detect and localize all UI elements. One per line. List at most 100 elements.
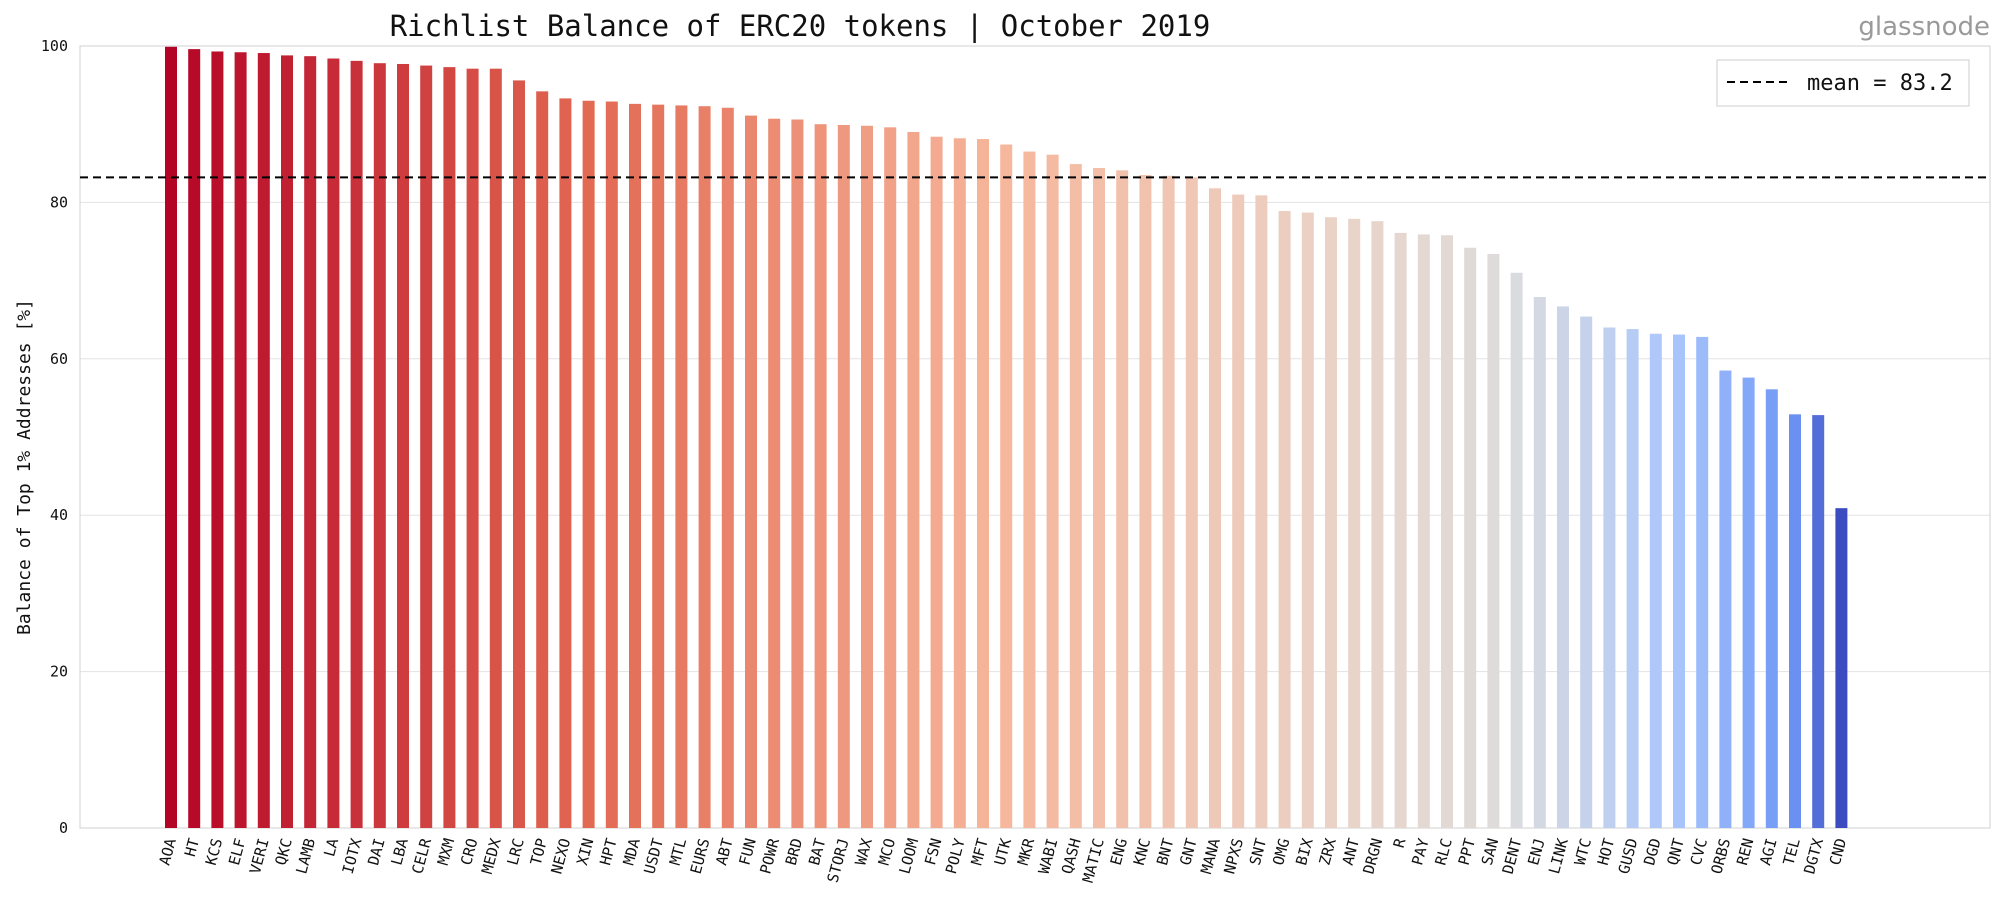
bar-la (327, 58, 340, 828)
bar-ren (1742, 377, 1755, 828)
bar-omg (1278, 211, 1291, 828)
bar-nexo (559, 98, 572, 829)
x-tick-label: LA (320, 836, 342, 858)
x-tick-label: BNT (1153, 836, 1177, 867)
bar-mtl (675, 105, 688, 828)
y-axis-label: Balance of Top 1% Addresses [%] (14, 299, 35, 635)
bar-medx (489, 68, 502, 829)
y-tick-label: 60 (50, 350, 68, 368)
bar-eng (1116, 170, 1129, 828)
bar-kcs (211, 51, 224, 828)
x-tick-label: ABT (712, 836, 736, 867)
x-tick-label: LBA (387, 836, 411, 867)
bar-mda (629, 103, 641, 829)
bar-ppt (1464, 247, 1477, 829)
x-tick-label: MFT (967, 836, 991, 867)
x-tick-label: BRD (782, 836, 806, 867)
x-tick-label: EURS (687, 836, 714, 876)
x-tick-label: FSN (921, 836, 945, 867)
bar-gusd (1626, 329, 1639, 828)
bar-abt (721, 107, 734, 828)
x-tick-label: SNT (1246, 836, 1270, 867)
bar-wabi (1046, 154, 1059, 828)
bar-poly (953, 138, 966, 828)
bar-gnt (1185, 177, 1198, 829)
x-tick-label: UTK (991, 836, 1015, 867)
y-tick-label: 100 (41, 37, 68, 55)
x-tick-label: CVC (1687, 836, 1711, 867)
bar-usdt (652, 104, 665, 828)
bar-mkr (1023, 151, 1036, 828)
x-tick-label: NEXO (548, 836, 575, 876)
x-tick-label: TEL (1779, 836, 1803, 867)
x-tick-label: WTC (1571, 836, 1595, 867)
bar-pay (1417, 234, 1430, 828)
x-tick-label: HOT (1594, 836, 1618, 867)
x-tick-label: FUN (735, 836, 759, 867)
x-tick-label: SAN (1478, 836, 1502, 867)
x-tick-label: ZRX (1315, 836, 1339, 867)
bar-cnd (1835, 508, 1848, 828)
bar-storj (837, 124, 850, 829)
x-tick-label: WAX (851, 836, 875, 867)
x-tick-label: HT (181, 836, 203, 858)
bar-qkc (281, 55, 293, 829)
bar-mana (1209, 188, 1221, 829)
bar-eurs (698, 106, 711, 829)
bar-mxm (443, 67, 456, 828)
x-tick-label: LINK (1545, 836, 1572, 876)
x-tick-label: MDA (619, 836, 643, 867)
bar-hpt (605, 101, 618, 829)
x-tick-label: QKC (271, 836, 295, 867)
x-tick-label: POWR (756, 835, 783, 875)
bar-mco (884, 127, 897, 828)
x-tick-label: PAY (1408, 836, 1432, 867)
x-tick-label: MCO (875, 836, 899, 867)
x-tick-label: OMG (1269, 836, 1293, 867)
x-tick-label: BIX (1292, 836, 1316, 867)
x-tick-label: GNT (1176, 836, 1200, 867)
x-tick-label: R (1390, 835, 1410, 849)
bar-dent (1510, 272, 1523, 828)
chart-title: Richlist Balance of ERC20 tokens | Octob… (390, 9, 1211, 43)
bar-snt (1255, 195, 1268, 828)
x-tick-label: RLC (1431, 836, 1455, 867)
bar-utk (1000, 144, 1013, 829)
y-tick-label: 0 (59, 819, 68, 837)
bar-fun (745, 115, 757, 828)
x-tick-label: LRC (503, 836, 527, 867)
bar-r (1394, 232, 1407, 828)
bar-top (536, 91, 549, 828)
x-tick-label: VERI (246, 836, 273, 876)
x-tick-label: QNT (1663, 836, 1687, 867)
x-tick-label: AOA (155, 836, 179, 867)
bar-hot (1603, 327, 1616, 828)
bar-mft (977, 139, 989, 829)
x-tick-label: XIN (573, 836, 597, 867)
x-tick-label: CELR (408, 835, 435, 875)
bar-brd (791, 119, 804, 829)
x-tick-label: DENT (1499, 836, 1526, 876)
x-tick-label: IOTX (339, 836, 366, 876)
x-tick-label: LAMB (292, 836, 319, 876)
bar-drgn (1371, 221, 1384, 829)
bar-celr (420, 65, 433, 829)
bar-bnt (1162, 175, 1175, 828)
bar-qnt (1673, 334, 1685, 828)
bar-matic (1093, 167, 1105, 828)
x-tick-label: POLY (942, 836, 969, 876)
y-tick-label: 20 (50, 663, 68, 681)
y-tick-labels: 0 20 40 60 80 100 (41, 37, 68, 837)
x-tick-label: LOOM (896, 836, 923, 876)
y-tick-label: 40 (50, 506, 68, 524)
bar-dgd (1649, 333, 1662, 828)
bar-orbs (1719, 370, 1732, 828)
bar-wtc (1580, 316, 1593, 828)
bar-dgtx (1812, 415, 1825, 828)
x-tick-label: PPT (1455, 836, 1479, 867)
x-tick-label: DRGN (1360, 836, 1387, 876)
x-tick-label: ANT (1339, 836, 1363, 867)
bar-tel (1789, 414, 1801, 828)
